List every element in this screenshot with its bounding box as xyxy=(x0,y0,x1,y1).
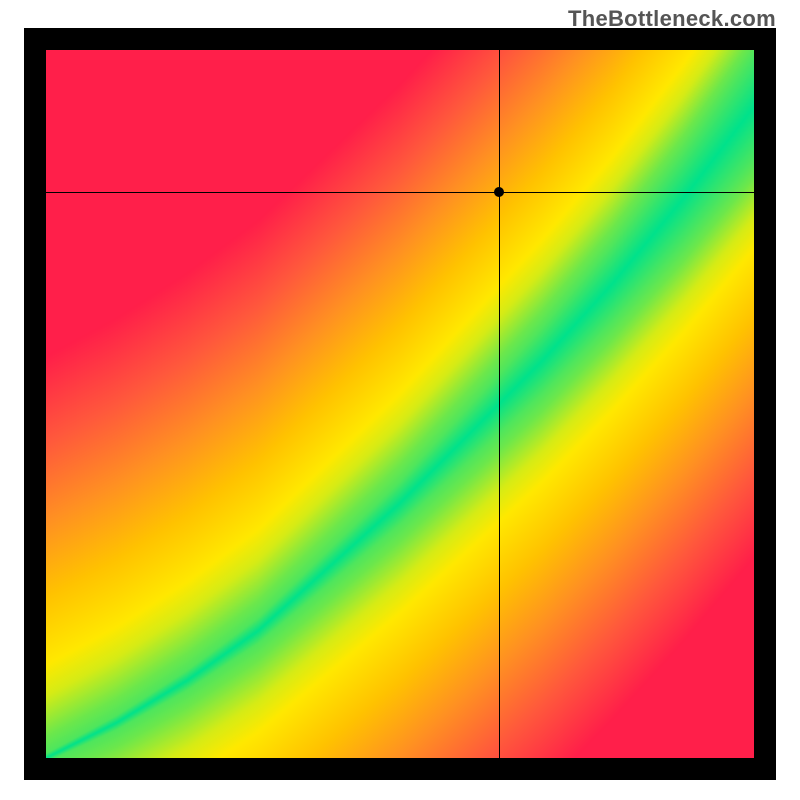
crosshair-vertical xyxy=(499,50,500,758)
crosshair-horizontal xyxy=(46,192,754,193)
crosshair-marker xyxy=(494,187,504,197)
heatmap-plot xyxy=(46,50,754,758)
heatmap-canvas xyxy=(46,50,754,758)
chart-frame xyxy=(24,28,776,780)
